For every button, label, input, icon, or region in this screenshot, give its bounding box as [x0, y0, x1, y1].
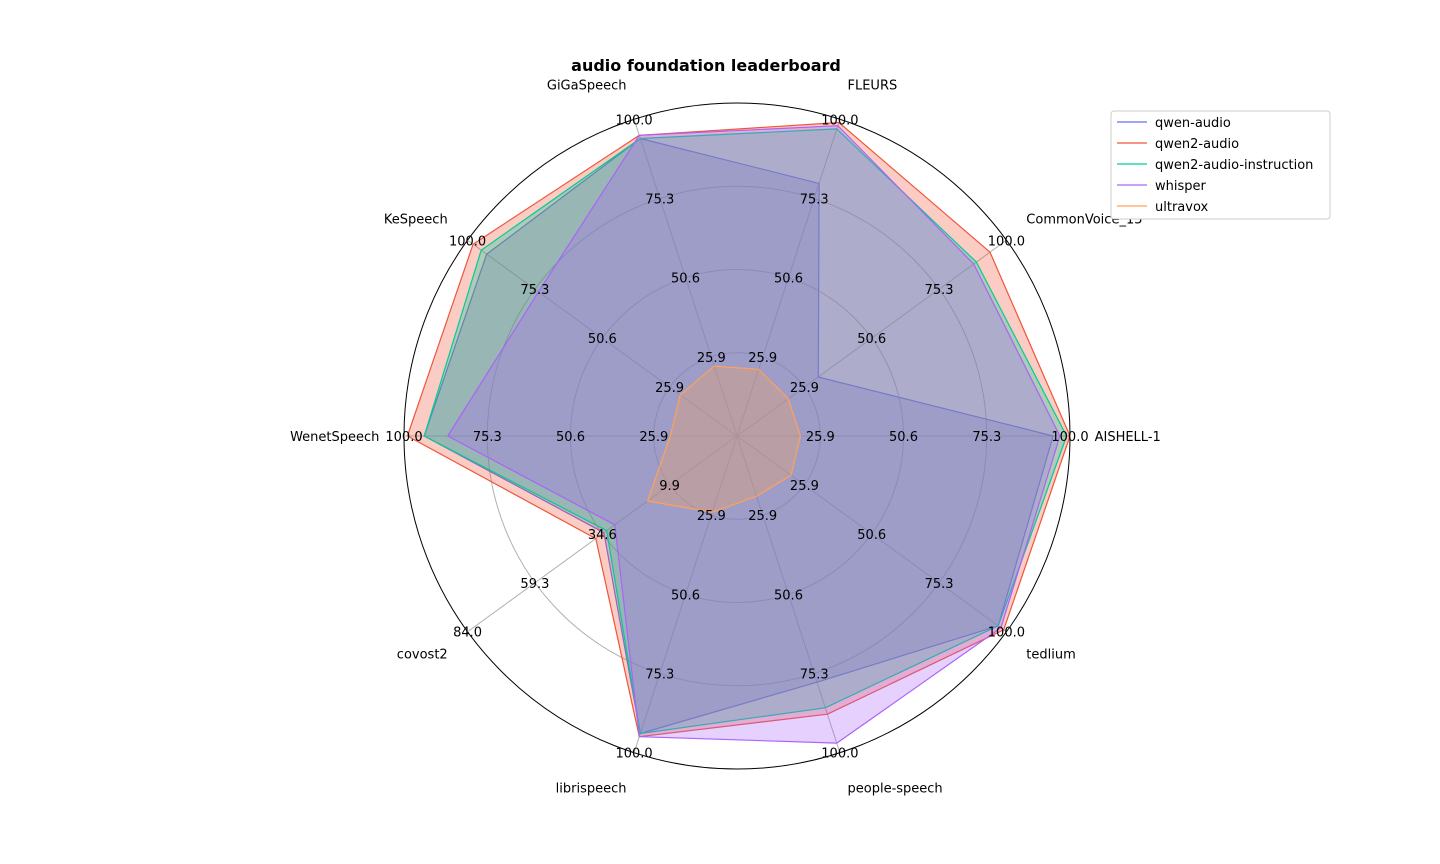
tick-label-GiGaSpeech-1: 25.9	[697, 351, 726, 366]
tick-label-WenetSpeech-3: 75.3	[473, 430, 502, 445]
axis-label-librispeech: librispeech	[556, 782, 627, 797]
tick-label-people-speech-1: 25.9	[748, 509, 777, 524]
tick-label-tedlium-2: 50.6	[857, 528, 886, 543]
tick-label-librispeech-1: 25.9	[697, 509, 726, 524]
tick-label-KeSpeech-1: 25.9	[655, 381, 684, 396]
legend-label-qwen-audio: qwen-audio	[1155, 116, 1231, 131]
tick-label-GiGaSpeech-3: 75.3	[645, 193, 674, 208]
tick-label-covost2-4: 84.0	[453, 626, 482, 641]
tick-label-people-speech-4: 100.0	[821, 747, 858, 762]
legend-label-qwen2-audio-instruction: qwen2-audio-instruction	[1155, 158, 1313, 173]
axis-label-AISHELL-1: AISHELL-1	[1095, 430, 1161, 445]
tick-label-FLEURS-4: 100.0	[821, 113, 858, 128]
tick-label-AISHELL-1-1: 25.9	[806, 430, 835, 445]
chart-title: audio foundation leaderboard	[571, 56, 841, 75]
tick-label-KeSpeech-3: 75.3	[520, 283, 549, 298]
axis-label-covost2: covost2	[397, 647, 448, 662]
legend-label-qwen2-audio: qwen2-audio	[1155, 137, 1239, 152]
tick-label-CommonVoice_15-1: 25.9	[790, 381, 819, 396]
tick-label-KeSpeech-2: 50.6	[588, 332, 617, 347]
tick-label-GiGaSpeech-4: 100.0	[615, 113, 652, 128]
tick-label-CommonVoice_15-4: 100.0	[988, 234, 1025, 249]
tick-label-WenetSpeech-2: 50.6	[556, 430, 585, 445]
tick-label-FLEURS-3: 75.3	[800, 193, 829, 208]
tick-label-tedlium-4: 100.0	[988, 626, 1025, 641]
tick-label-GiGaSpeech-2: 50.6	[671, 272, 700, 287]
tick-label-AISHELL-1-4: 100.0	[1051, 430, 1088, 445]
tick-label-covost2-1: 9.9	[659, 479, 680, 494]
axis-label-FLEURS: FLEURS	[848, 79, 898, 94]
legend: qwen-audio qwen2-audio qwen2-audio-instruc…	[1111, 111, 1330, 219]
axis-label-GiGaSpeech: GiGaSpeech	[547, 79, 627, 94]
tick-label-librispeech-4: 100.0	[615, 747, 652, 762]
tick-label-AISHELL-1-2: 50.6	[889, 430, 918, 445]
legend-label-ultravox: ultravox	[1155, 200, 1209, 215]
tick-label-WenetSpeech-1: 25.9	[639, 430, 668, 445]
radar-series	[407, 123, 1070, 744]
tick-label-KeSpeech-4: 100.0	[449, 234, 486, 249]
tick-label-librispeech-2: 50.6	[671, 588, 700, 603]
tick-label-WenetSpeech-4: 100.0	[385, 430, 422, 445]
axis-label-KeSpeech: KeSpeech	[384, 213, 448, 228]
legend-label-whisper: whisper	[1155, 179, 1207, 194]
tick-label-covost2-2: 34.6	[588, 528, 617, 543]
axis-label-tedlium: tedlium	[1026, 647, 1075, 662]
tick-label-CommonVoice_15-2: 50.6	[857, 332, 886, 347]
tick-label-librispeech-3: 75.3	[645, 668, 674, 683]
tick-label-tedlium-3: 75.3	[925, 577, 954, 592]
axis-label-people-speech: people-speech	[848, 782, 943, 797]
tick-label-FLEURS-1: 25.9	[748, 351, 777, 366]
tick-label-people-speech-2: 50.6	[774, 588, 803, 603]
tick-label-tedlium-1: 25.9	[790, 479, 819, 494]
tick-label-covost2-3: 59.3	[520, 577, 549, 592]
tick-label-FLEURS-2: 50.6	[774, 272, 803, 287]
tick-label-AISHELL-1-3: 75.3	[972, 430, 1001, 445]
tick-label-CommonVoice_15-3: 75.3	[925, 283, 954, 298]
axis-label-WenetSpeech: WenetSpeech	[290, 430, 379, 445]
tick-label-people-speech-3: 75.3	[800, 668, 829, 683]
